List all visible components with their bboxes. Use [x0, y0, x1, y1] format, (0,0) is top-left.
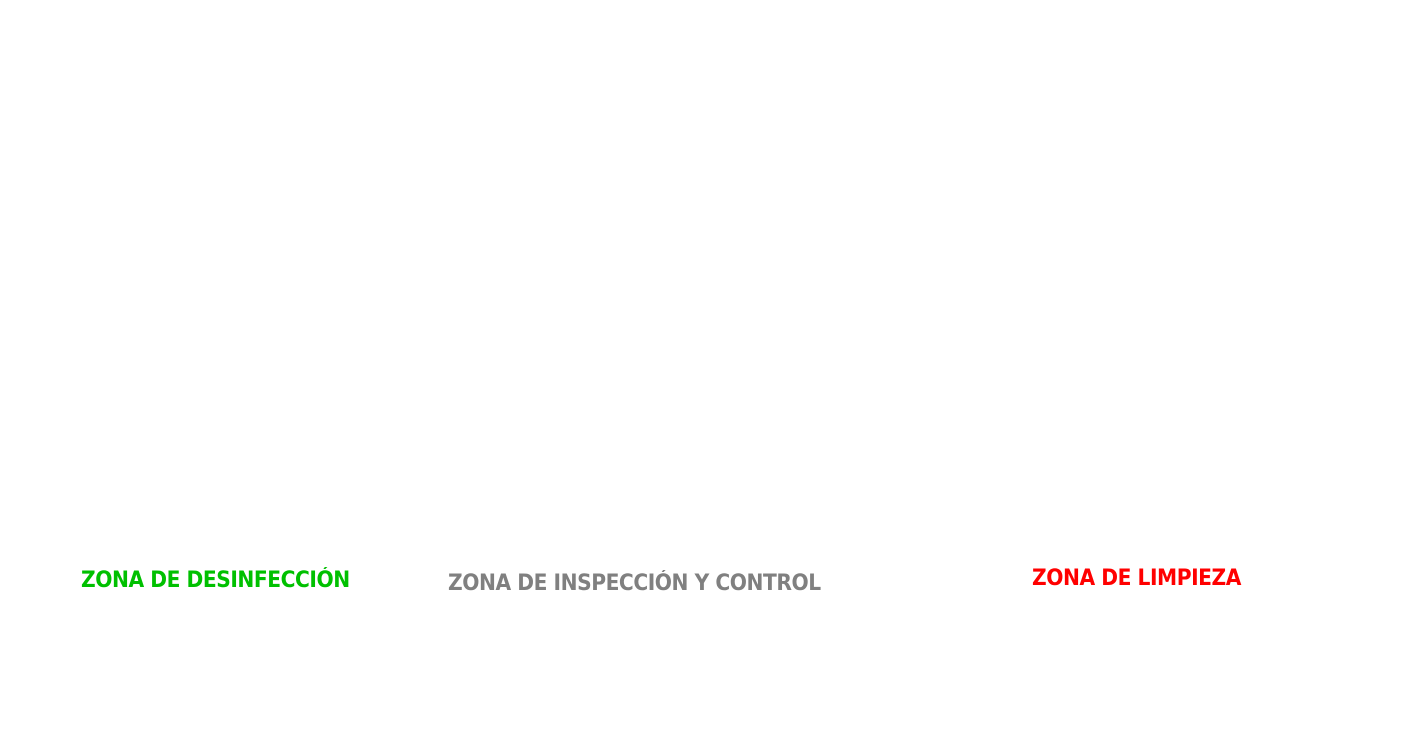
zone-label-disinfection: ZONA DE DESINFECCIÓN: [81, 568, 350, 593]
zone-label-inspection-control: ZONA DE INSPECCIÓN Y CONTROL: [448, 571, 821, 596]
zone-label-cleaning: ZONA DE LIMPIEZA: [1032, 566, 1241, 591]
